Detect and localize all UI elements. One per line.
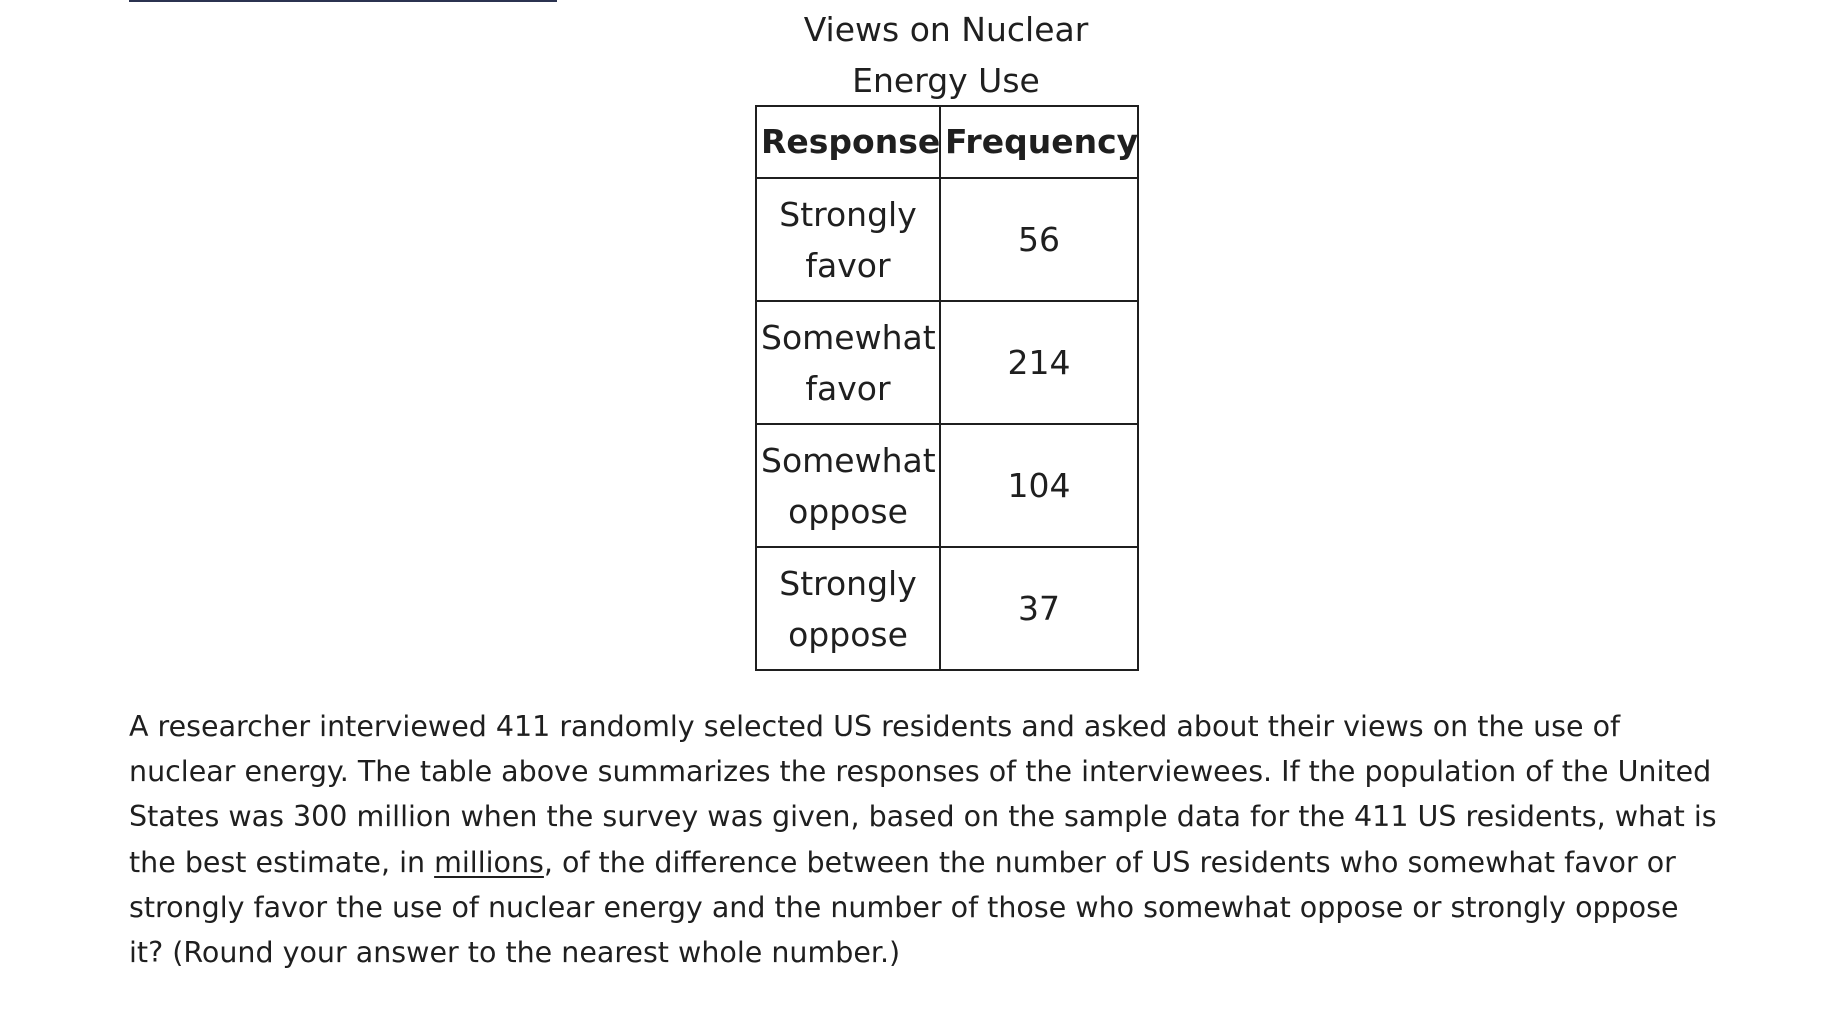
header-response: Response	[755, 105, 941, 179]
table-header-row: Response Frequency	[755, 105, 1139, 179]
question-text-after: , of the difference between the number o…	[129, 845, 1679, 970]
table-row: Strongly oppose 37	[755, 546, 1139, 671]
response-line-2: favor	[805, 368, 891, 408]
response-cell: Somewhat favor	[755, 300, 941, 425]
response-line-1: Somewhat	[761, 317, 936, 357]
response-cell: Strongly oppose	[755, 546, 941, 671]
header-frequency: Frequency	[939, 105, 1139, 179]
response-cell: Somewhat oppose	[755, 423, 941, 548]
top-divider	[129, 0, 557, 2]
frequency-cell: 56	[939, 177, 1139, 302]
table-row: Somewhat oppose 104	[755, 423, 1139, 548]
table-caption-line-2: Energy Use	[852, 61, 1040, 100]
frequency-cell: 104	[939, 423, 1139, 548]
frequency-table: Response Frequency Strongly favor 56 Som…	[755, 105, 1139, 671]
response-line-2: favor	[805, 245, 891, 285]
table-row: Somewhat favor 214	[755, 300, 1139, 425]
frequency-cell: 37	[939, 546, 1139, 671]
response-line-2: oppose	[788, 491, 908, 531]
response-line-2: oppose	[788, 614, 908, 654]
table-row: Strongly favor 56	[755, 177, 1139, 302]
response-line-1: Strongly	[779, 563, 917, 603]
table-caption: Views on Nuclear Energy Use	[755, 4, 1137, 106]
table-caption-line-1: Views on Nuclear	[803, 10, 1089, 49]
response-cell: Strongly favor	[755, 177, 941, 302]
question-text-before: A researcher interviewed 411 randomly se…	[129, 710, 1717, 879]
response-line-1: Somewhat	[761, 440, 936, 480]
question-text: A researcher interviewed 411 randomly se…	[129, 704, 1719, 975]
frequency-cell: 214	[939, 300, 1139, 425]
question-underlined-word: millions	[434, 845, 544, 879]
response-line-1: Strongly	[779, 194, 917, 234]
